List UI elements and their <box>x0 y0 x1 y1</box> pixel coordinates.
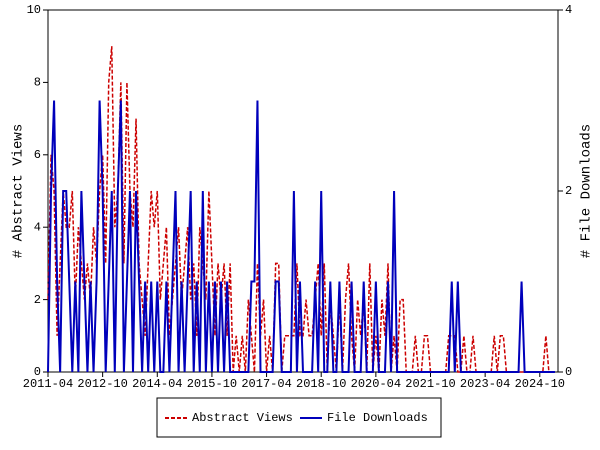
y-tick-label: 0 <box>34 365 41 379</box>
legend-box <box>156 397 442 438</box>
x-tick-label: 2011-04 <box>23 377 73 391</box>
series-line <box>47 100 555 373</box>
x-tick-label: 2018-10 <box>296 377 346 391</box>
series-line <box>47 46 555 373</box>
legend-label: Abstract Views <box>192 411 293 425</box>
plot-frame <box>47 9 559 373</box>
x-tick-label: 2014-04 <box>132 377 182 391</box>
y-tick-label: 2 <box>34 293 41 307</box>
y-tick-label: 10 <box>27 3 41 17</box>
legend-label: File Downloads <box>327 411 428 425</box>
y2-tick-label: 4 <box>565 3 572 17</box>
x-tick-label: 2023-04 <box>460 377 510 391</box>
y-tick-label: 8 <box>34 76 41 90</box>
y2-axis-label: # File Downloads <box>579 124 595 258</box>
y-tick-label: 4 <box>34 220 41 234</box>
y-axis-label: # Abstract Views <box>11 124 27 258</box>
x-tick-label: 2015-10 <box>187 377 237 391</box>
x-tick-label: 2021-10 <box>405 377 455 391</box>
x-tick-label: 2017-04 <box>241 377 291 391</box>
x-tick-label: 2020-04 <box>351 377 401 391</box>
x-tick-label: 2024-10 <box>515 377 565 391</box>
y-tick-label: 6 <box>34 148 41 162</box>
y2-tick-label: 0 <box>565 365 572 379</box>
x-tick-label: 2012-10 <box>77 377 127 391</box>
y2-tick-label: 2 <box>565 184 572 198</box>
